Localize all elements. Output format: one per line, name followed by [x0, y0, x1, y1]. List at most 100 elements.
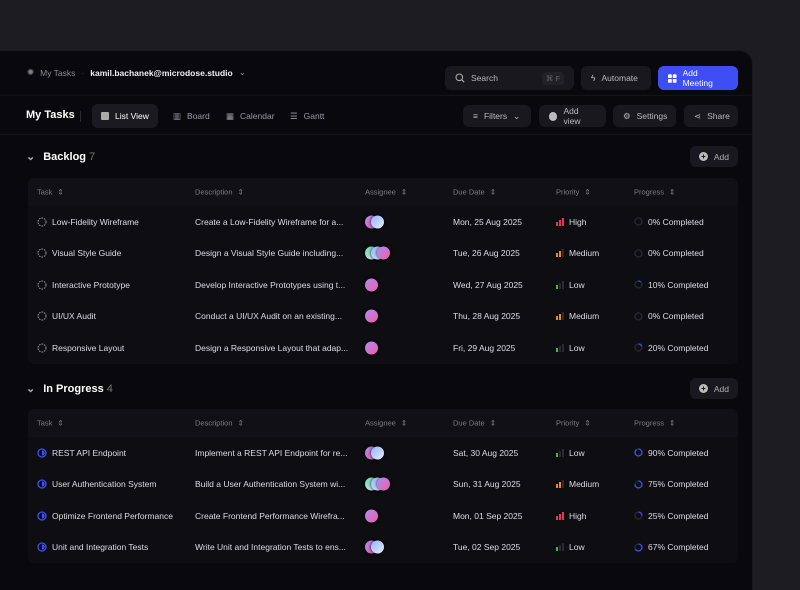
sort-icon: ⇕: [400, 187, 408, 197]
chevron-down-icon[interactable]: ⌄: [238, 67, 246, 77]
column-header[interactable]: Progress ⇕: [634, 188, 675, 197]
column-header[interactable]: Assignee ⇕: [365, 188, 407, 197]
sort-icon: ⇕: [237, 187, 244, 197]
avatar[interactable]: [371, 540, 384, 554]
priority-label: Low: [569, 342, 585, 353]
priority-label: Low: [569, 279, 585, 290]
task-name[interactable]: Low-Fidelity Wireframe: [52, 216, 139, 227]
tab-list-view[interactable]: List View: [92, 104, 158, 128]
column-label: Task: [37, 187, 53, 197]
task-name[interactable]: Responsive Layout: [52, 342, 125, 353]
avatar[interactable]: [365, 509, 378, 523]
avatar[interactable]: [377, 477, 390, 491]
column-header[interactable]: Assignee ⇕: [365, 419, 407, 428]
avatar[interactable]: [365, 278, 378, 292]
progress-cell: 10% Completed: [634, 280, 708, 290]
automate-button[interactable]: ϟ Automate: [581, 66, 651, 90]
task-name[interactable]: Interactive Prototype: [52, 279, 130, 290]
add-meeting-label: Add Meeting: [682, 68, 713, 88]
column-header[interactable]: Task ⇕: [37, 419, 64, 428]
description-cell: Design a Visual Style Guide including...: [195, 248, 344, 259]
task-name[interactable]: REST API Endpoint: [52, 447, 127, 458]
progress-label: 90% Completed: [648, 447, 709, 458]
progress-cell: 0% Completed: [634, 248, 704, 258]
tab-board[interactable]: ▥ Board: [164, 104, 219, 128]
share-button[interactable]: ⋖ Share: [684, 105, 738, 127]
table-row[interactable]: REST API Endpoint Implement a REST API E…: [28, 437, 738, 469]
add-task-button[interactable]: + Add: [690, 378, 738, 399]
task-name[interactable]: Visual Style Guide: [52, 248, 122, 259]
section-header-in-progress[interactable]: ⌄ In Progress 4: [26, 382, 113, 396]
task-name[interactable]: User Authentication System: [52, 479, 157, 490]
priority-bars-icon: [556, 543, 564, 552]
table-header: Task ⇕ Description ⇕ Assignee ⇕ Due Date ⇕ Prior…: [28, 409, 738, 437]
section-title: In Progress: [43, 382, 104, 395]
table-row[interactable]: Responsive Layout Design a Responsive La…: [28, 332, 738, 364]
breadcrumb-root[interactable]: My Tasks: [40, 67, 76, 78]
progress-cell: 90% Completed: [634, 448, 708, 458]
avatar[interactable]: [377, 246, 390, 260]
tab-label: Gantt: [303, 111, 325, 121]
column-header[interactable]: Due Date ⇕: [453, 188, 496, 197]
priority-label: Low: [569, 542, 585, 553]
column-header[interactable]: Description ⇕: [195, 188, 244, 197]
avatar[interactable]: [365, 341, 378, 355]
avatar[interactable]: [371, 215, 384, 229]
column-label: Due Date: [453, 187, 485, 197]
table-row[interactable]: Low-Fidelity Wireframe Create a Low-Fide…: [28, 206, 738, 238]
table-row[interactable]: UI/UX Audit Conduct a UI/UX Audit on an …: [28, 301, 738, 333]
table-row[interactable]: Optimize Frontend Performance Create Fro…: [28, 500, 738, 532]
column-header[interactable]: Progress ⇕: [634, 419, 675, 428]
column-header[interactable]: Task ⇕: [37, 188, 64, 197]
tab-label: Board: [187, 111, 210, 121]
priority-cell: High: [556, 511, 586, 521]
description-cell: Create a Low-Fidelity Wireframe for a...: [195, 216, 344, 227]
tab-gantt[interactable]: ☰ Gantt: [281, 104, 333, 128]
column-header[interactable]: Due Date ⇕: [453, 419, 496, 428]
task-cell: Low-Fidelity Wireframe: [37, 217, 139, 227]
section-header-todo[interactable]: ⌄ Backlog 7: [26, 150, 95, 164]
due-date-cell: Mon, 25 Aug 2025: [453, 216, 523, 227]
assignee-cell: [365, 477, 390, 491]
description-cell: Write Unit and Integration Tests to ens.…: [195, 542, 346, 553]
sort-icon: ⇕: [669, 187, 676, 197]
column-header[interactable]: Priority ⇕: [556, 419, 591, 428]
table-row[interactable]: Unit and Integration Tests Write Unit an…: [28, 532, 738, 564]
table-row[interactable]: Interactive Prototype Develop Interactiv…: [28, 269, 738, 301]
breadcrumb-user[interactable]: kamil.bachanek@microdose.studio: [90, 67, 233, 78]
table-header: Task ⇕ Description ⇕ Assignee ⇕ Due Date ⇕ Prior…: [28, 178, 738, 206]
column-header[interactable]: Description ⇕: [195, 419, 244, 428]
add-task-button[interactable]: + Add: [690, 146, 738, 167]
priority-label: Medium: [569, 311, 600, 322]
progress-ring-icon: [634, 448, 643, 457]
task-name[interactable]: UI/UX Audit: [52, 311, 96, 322]
assignee-cell: [365, 278, 378, 292]
tab-calendar[interactable]: ▦ Calendar: [217, 104, 284, 128]
progress-label: 67% Completed: [648, 542, 709, 553]
avatar[interactable]: [365, 309, 378, 323]
check-circle-icon: [549, 111, 558, 121]
column-label: Description: [195, 418, 233, 428]
task-name[interactable]: Optimize Frontend Performance: [52, 510, 173, 521]
search-input[interactable]: Search ⌘ F: [445, 66, 574, 90]
add-label: Add: [713, 383, 729, 394]
task-name[interactable]: Unit and Integration Tests: [52, 542, 149, 553]
table-row[interactable]: Visual Style Guide Design a Visual Style…: [28, 238, 738, 270]
progress-cell: 0% Completed: [634, 311, 704, 321]
todo-status-icon: [37, 280, 47, 290]
due-date-cell: Wed, 27 Aug 2025: [453, 279, 523, 290]
progress-cell: 75% Completed: [634, 479, 708, 489]
calendar-grid-icon: ▦: [226, 110, 235, 121]
chevron-down-icon[interactable]: ⌄: [26, 151, 36, 163]
settings-button[interactable]: ⚙ Settings: [613, 105, 676, 127]
table-row[interactable]: User Authentication System Build a User …: [28, 469, 738, 501]
column-header[interactable]: Priority ⇕: [556, 188, 591, 197]
avatar[interactable]: [371, 446, 384, 460]
filters-button[interactable]: ≡ Filters ⌄: [463, 105, 531, 127]
chevron-down-icon[interactable]: ⌄: [26, 383, 36, 395]
priority-cell: Low: [556, 542, 585, 552]
add-view-button[interactable]: Add view: [539, 105, 606, 127]
assignee-cell: [365, 509, 378, 523]
description-cell: Conduct a UI/UX Audit on an existing...: [195, 311, 342, 322]
add-meeting-button[interactable]: Add Meeting: [658, 66, 738, 90]
